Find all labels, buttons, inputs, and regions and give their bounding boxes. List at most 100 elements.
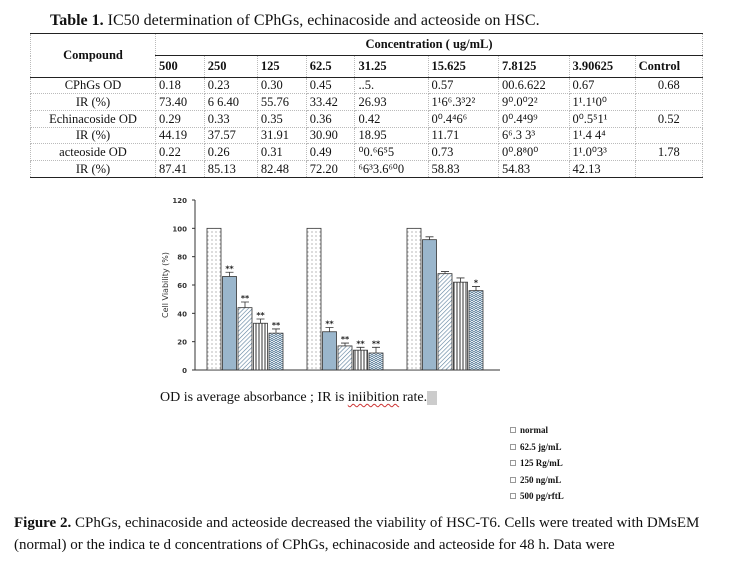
- bar: [337, 345, 353, 371]
- table-title: Table 1. IC50 determination of CPhGs, ec…: [50, 12, 540, 30]
- row-label: IR (%): [30, 93, 156, 111]
- table-row: acteoside OD 0.22 0.26 0.31 0.49 ⁰0.⁶6⁵5 0.73 0…: [30, 143, 704, 161]
- table-row: IR (%) 73.40 6 6.40 55.76 33.42 26.93 1¹6⁶.3³2…: [30, 93, 704, 111]
- table-cell: 33.42: [305, 93, 356, 111]
- column-header: 250: [203, 55, 258, 78]
- table-cell: ..5.: [354, 77, 429, 94]
- legend-swatch: [510, 460, 516, 466]
- error-bar: [241, 301, 249, 308]
- note-word: iniibition: [347, 390, 400, 405]
- table-cell: 0.57: [427, 77, 500, 94]
- y-tick-label: 120: [172, 197, 187, 205]
- row-label: Echinacoside OD: [30, 110, 156, 128]
- legend-swatch: [510, 493, 516, 499]
- error-bar: [425, 236, 434, 240]
- table-row: IR (%) 44.19 37.57 31.91 30.90 18.95 11.71 6⁶.3…: [30, 127, 704, 144]
- column-header: 500: [155, 55, 205, 78]
- column-header: 15.625: [427, 55, 500, 78]
- table-cell: 0⁰.5⁵1¹: [568, 110, 636, 128]
- table-row: Echinacoside OD 0.29 0.33 0.35 0.36 0.42 0⁰.4⁴…: [30, 110, 704, 128]
- y-axis-label: Cell Viability (%): [161, 252, 170, 318]
- legend-item: 125 Rg/mL: [510, 458, 564, 475]
- bar: [406, 227, 422, 371]
- table-cell: 1¹6⁶.3³2²: [427, 93, 500, 111]
- table-cell: 85.13: [203, 160, 258, 178]
- table-cell: 0.68: [634, 77, 704, 94]
- table-cell: 73.40: [155, 93, 205, 111]
- legend-label: 500 pg/rftL: [520, 491, 564, 501]
- table-note: OD is average absorbance ; IR is iniibit…: [160, 390, 438, 406]
- bar: [206, 227, 222, 371]
- table-cell: 72.20: [305, 160, 356, 178]
- table-cell: 1¹.4 4⁴: [568, 127, 636, 144]
- bar: [453, 281, 468, 371]
- note-text: OD is average absorbance ; IR is: [160, 390, 348, 405]
- error-bar: [456, 277, 465, 283]
- table-cell: 37.57: [203, 127, 258, 144]
- legend-item: 500 pg/rftL: [510, 491, 564, 508]
- bar: [222, 276, 237, 371]
- error-bar: [272, 328, 280, 334]
- table-cell: 0.29: [155, 110, 205, 128]
- table-cell: [634, 160, 704, 178]
- figure-caption: Figure 2. CPhGs, echinacoside and acteos…: [14, 512, 744, 556]
- table-cell: 55.76: [256, 93, 307, 111]
- significance-mark: *: [474, 278, 479, 287]
- table-cell: 0.31: [256, 143, 307, 161]
- table-cell: 82.48: [256, 160, 307, 178]
- significance-mark: **: [341, 335, 350, 344]
- highlight-block: [427, 390, 438, 405]
- significance-mark: **: [325, 320, 334, 329]
- row-label: IR (%): [30, 127, 156, 144]
- y-tick-label: 80: [177, 254, 187, 262]
- bar: [306, 227, 322, 371]
- significance-mark: **: [272, 321, 281, 330]
- table-title-text: IC50 determination of CPhGs, echinacosid…: [107, 12, 540, 29]
- table-cell: 0⁰.8⁸0⁰: [498, 143, 570, 161]
- y-tick-label: 0: [182, 367, 187, 375]
- significance-mark: **: [256, 311, 265, 320]
- column-header: 3.90625: [568, 55, 636, 78]
- table-cell: 58.83: [427, 160, 500, 178]
- table-cell: 0⁰.4⁴6⁶: [427, 110, 500, 128]
- table-cell: ⁶6³3.6⁶⁰0: [354, 160, 429, 178]
- significance-mark: **: [241, 294, 250, 303]
- table-cell: 0.23: [203, 77, 258, 94]
- table-cell: 0.42: [354, 110, 429, 128]
- legend-label: normal: [520, 425, 548, 435]
- significance-mark: **: [225, 264, 234, 273]
- table-cell: 0.49: [305, 143, 356, 161]
- legend-swatch: [510, 443, 516, 450]
- legend-item: normal: [510, 425, 564, 442]
- table-cell: 44.19: [155, 127, 205, 144]
- significance-mark: **: [356, 339, 365, 348]
- error-bar: [256, 318, 265, 324]
- y-tick-label: 60: [177, 282, 187, 290]
- row-label: CPhGs OD: [30, 77, 156, 94]
- bar: [468, 290, 484, 371]
- table-cell: 0.18: [155, 77, 205, 94]
- table-cell: 31.91: [256, 127, 307, 144]
- table-cell: 0.73: [427, 143, 500, 161]
- table-cell: 1¹.1¹0⁰: [568, 93, 636, 111]
- table-cell: 0.52: [634, 110, 704, 128]
- column-header: 125: [256, 55, 307, 78]
- y-tick-label: 20: [177, 339, 187, 347]
- table-cell: 26.93: [354, 93, 429, 111]
- caption-text: CPhGs, echinacoside and acteoside decrea…: [14, 515, 700, 553]
- table-cell: 6 6.40: [203, 93, 258, 111]
- column-header: Control: [634, 55, 704, 78]
- table-cell: ⁰0.⁶6⁵5: [354, 143, 429, 161]
- bar: [353, 349, 368, 371]
- y-tick-label: 40: [177, 310, 187, 318]
- y-tick-label: 100: [172, 225, 187, 233]
- error-bar: [472, 286, 480, 291]
- bar: [268, 332, 284, 371]
- error-bar: [225, 271, 234, 277]
- figure-label: Figure 2.: [14, 515, 72, 531]
- error-bar: [372, 346, 380, 353]
- bar: [237, 307, 253, 371]
- table-cell: [634, 127, 704, 144]
- compound-header: Compound: [30, 33, 156, 78]
